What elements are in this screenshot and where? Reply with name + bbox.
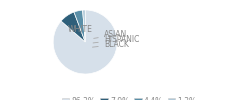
- Wedge shape: [83, 10, 85, 42]
- Wedge shape: [74, 10, 85, 42]
- Text: ASIAN: ASIAN: [94, 30, 127, 40]
- Text: BLACK: BLACK: [92, 40, 129, 49]
- Legend: 86.3%, 7.9%, 4.4%, 1.3%: 86.3%, 7.9%, 4.4%, 1.3%: [59, 94, 200, 100]
- Text: WHITE: WHITE: [68, 25, 92, 34]
- Wedge shape: [61, 12, 85, 42]
- Text: HISPANIC: HISPANIC: [93, 35, 139, 44]
- Wedge shape: [53, 10, 117, 74]
